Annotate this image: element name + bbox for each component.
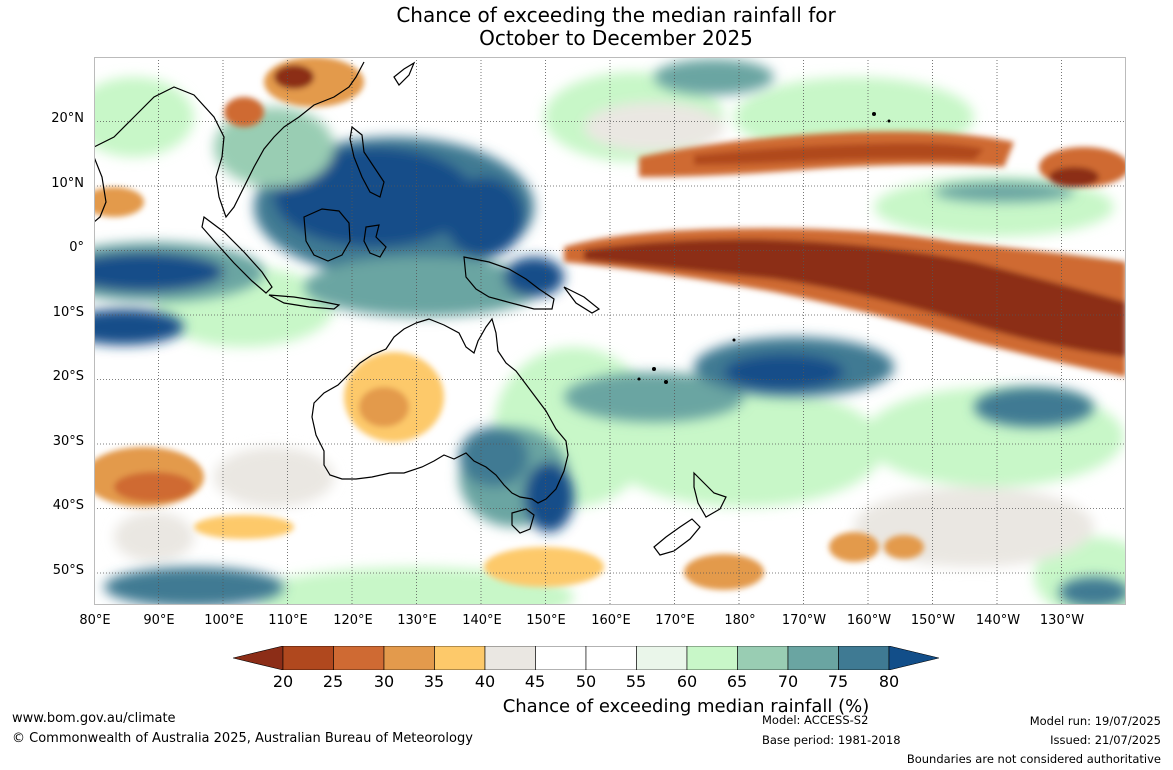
lat-label-0: 0° bbox=[69, 240, 84, 255]
colorbar-segment bbox=[585, 645, 637, 671]
new-zealand-north-coastline bbox=[693, 471, 727, 518]
lon-label-110e: 110°E bbox=[268, 613, 308, 628]
colorbar-tick-45: 45 bbox=[524, 672, 546, 691]
disclaimer-text: Boundaries are not considered authoritat… bbox=[906, 752, 1161, 766]
model-run-text: Model run: 19/07/2025 bbox=[1029, 714, 1161, 728]
lat-label-40s: 40°S bbox=[52, 498, 84, 513]
java-coastline bbox=[268, 294, 341, 310]
colorbar-segment bbox=[737, 645, 789, 671]
lat-label-50s: 50°S bbox=[52, 563, 84, 578]
rainfall-outlook-map bbox=[94, 57, 1126, 605]
lon-label-80e: 80°E bbox=[79, 613, 111, 628]
colorbar-tick-40: 40 bbox=[474, 672, 496, 691]
solomon-islands-coastline bbox=[563, 286, 601, 314]
colorbar-tick-75: 75 bbox=[827, 672, 849, 691]
colorbar-segment bbox=[282, 645, 334, 671]
lon-label-90e: 90°E bbox=[143, 613, 175, 628]
lon-label-130w: 130°W bbox=[1039, 613, 1085, 628]
map-frame bbox=[94, 57, 1126, 605]
colorbar-segment bbox=[333, 645, 385, 671]
model-text: Model: ACCESS-S2 bbox=[762, 713, 869, 727]
new-zealand-south-coastline bbox=[653, 518, 701, 556]
lon-label-150e: 150°E bbox=[526, 613, 566, 628]
borneo-coastline bbox=[303, 208, 351, 262]
colorbar-segment bbox=[838, 645, 890, 671]
tasmania-coastline bbox=[511, 508, 535, 534]
colorbar-tick-70: 70 bbox=[777, 672, 799, 691]
lon-label-100e: 100°E bbox=[204, 613, 244, 628]
small-islands bbox=[637, 112, 891, 384]
colorbar-tick-20: 20 bbox=[272, 672, 294, 691]
colorbar-segment bbox=[383, 645, 435, 671]
lon-label-150w: 150°W bbox=[910, 613, 956, 628]
field-dry-regions bbox=[94, 57, 1126, 590]
colorbar-segment bbox=[434, 645, 486, 671]
copyright-text: © Commonwealth of Australia 2025, Austra… bbox=[12, 731, 473, 746]
lat-label-10n: 10°N bbox=[51, 176, 84, 191]
colorbar-segment bbox=[636, 645, 688, 671]
philippines-coastline bbox=[349, 125, 385, 198]
lat-label-20n: 20°N bbox=[51, 111, 84, 126]
colorbar-extend-high bbox=[888, 645, 940, 671]
india-coastline bbox=[94, 156, 107, 223]
title-line-2: October to December 2025 bbox=[479, 26, 753, 50]
colorbar-segment bbox=[484, 645, 536, 671]
lon-label-140e: 140°E bbox=[462, 613, 502, 628]
colorbar-tick-30: 30 bbox=[373, 672, 395, 691]
title-line-1: Chance of exceeding the median rainfall … bbox=[396, 3, 836, 27]
lon-label-120e: 120°E bbox=[333, 613, 373, 628]
australia-coastline bbox=[311, 317, 569, 504]
base-period-text: Base period: 1981-2018 bbox=[762, 733, 901, 747]
colorbar-svg bbox=[232, 645, 940, 671]
sulawesi-coastline bbox=[363, 224, 387, 258]
colorbar bbox=[232, 645, 940, 671]
lat-label-30s: 30°S bbox=[52, 434, 84, 449]
map-title: Chance of exceeding the median rainfall … bbox=[0, 4, 1173, 50]
colorbar-tick-55: 55 bbox=[625, 672, 647, 691]
colorbar-extend-low bbox=[232, 645, 284, 671]
website-text: www.bom.gov.au/climate bbox=[12, 711, 176, 726]
colorbar-tick-60: 60 bbox=[676, 672, 698, 691]
field-wet-regions bbox=[94, 59, 1126, 605]
colorbar-label: Chance of exceeding median rainfall (%) bbox=[502, 696, 870, 717]
lon-label-160e: 160°E bbox=[591, 613, 631, 628]
asia-mainland-coastline bbox=[94, 61, 365, 219]
lat-label-10s: 10°S bbox=[52, 305, 84, 320]
colorbar-segment bbox=[686, 645, 738, 671]
lon-label-130e: 130°E bbox=[397, 613, 437, 628]
lon-label-170w: 170°W bbox=[781, 613, 827, 628]
issued-text: Issued: 21/07/2025 bbox=[1050, 733, 1161, 747]
lon-label-170e: 170°E bbox=[655, 613, 695, 628]
coastlines bbox=[94, 61, 727, 556]
colorbar-segment bbox=[787, 645, 839, 671]
lat-label-20s: 20°S bbox=[52, 369, 84, 384]
colorbar-tick-80: 80 bbox=[878, 672, 900, 691]
lon-label-180: 180° bbox=[724, 613, 756, 628]
colorbar-tick-50: 50 bbox=[575, 672, 597, 691]
lon-label-160w: 160°W bbox=[846, 613, 892, 628]
new-guinea-coastline bbox=[463, 256, 555, 310]
graticule bbox=[94, 57, 1126, 605]
colorbar-tick-65: 65 bbox=[726, 672, 748, 691]
japan-coastline bbox=[393, 61, 416, 86]
colorbar-tick-25: 25 bbox=[322, 672, 344, 691]
map-svg bbox=[94, 57, 1126, 605]
colorbar-tick-35: 35 bbox=[423, 672, 445, 691]
sumatra-coastline bbox=[201, 215, 273, 294]
colorbar-segment bbox=[535, 645, 587, 671]
lon-label-140w: 140°W bbox=[975, 613, 1021, 628]
